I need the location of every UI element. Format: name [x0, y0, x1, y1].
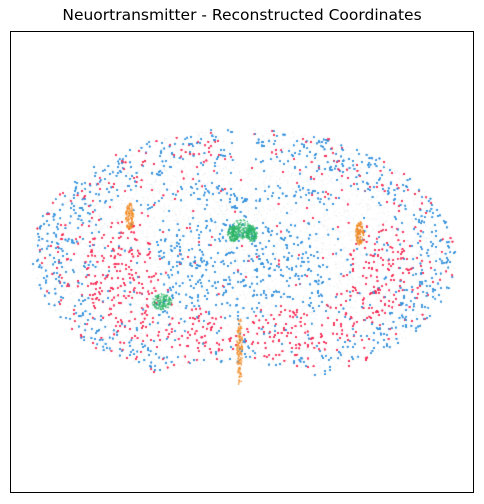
scatter-points	[11, 32, 473, 492]
chart-title: Neuortransmitter - Reconstructed Coordin…	[62, 6, 422, 24]
plot-area	[10, 31, 474, 493]
